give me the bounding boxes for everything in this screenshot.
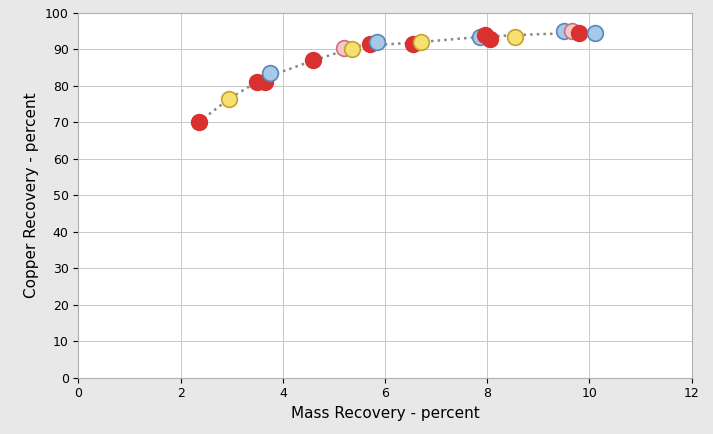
Point <box>566 28 578 35</box>
Point <box>260 79 271 86</box>
Point <box>223 95 235 102</box>
Point <box>346 46 357 53</box>
Point <box>371 39 383 46</box>
Point <box>308 57 319 64</box>
Y-axis label: Copper Recovery - percent: Copper Recovery - percent <box>24 92 39 298</box>
X-axis label: Mass Recovery - percent: Mass Recovery - percent <box>291 406 479 421</box>
Point <box>474 33 486 40</box>
Point <box>510 33 521 40</box>
Point <box>479 31 491 38</box>
Point <box>558 28 570 35</box>
Point <box>573 30 585 36</box>
Point <box>252 79 263 86</box>
Point <box>589 30 600 36</box>
Point <box>265 70 276 77</box>
Point <box>339 44 350 51</box>
Point <box>415 39 426 46</box>
Point <box>193 119 204 126</box>
Point <box>364 40 376 47</box>
Point <box>407 40 419 47</box>
Point <box>484 35 496 42</box>
